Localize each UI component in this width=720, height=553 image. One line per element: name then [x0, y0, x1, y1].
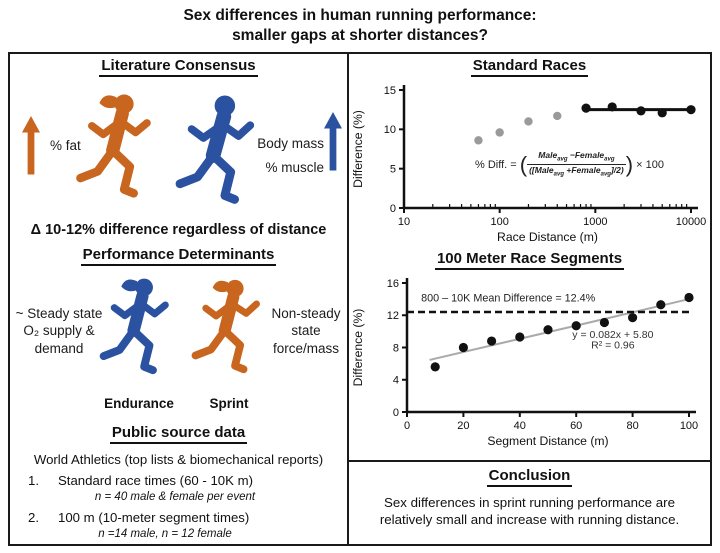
race-segments-chart: 0 4 8 12 16 0 20 40 60 80 100 800 – 10K Mean Differ… — [351, 278, 698, 448]
svg-text:4: 4 — [393, 375, 399, 387]
svg-text:80: 80 — [626, 420, 638, 432]
svg-text:Difference (%): Difference (%) — [351, 309, 365, 387]
muscle-label: % muscle — [265, 160, 324, 175]
conclusion-text: Sex differences in sprint running perfor… — [379, 495, 680, 528]
figure-title-line2: smaller gaps at shorter distances? — [232, 27, 488, 45]
source-item2: 100 m (10-meter segment times) — [58, 510, 250, 525]
svg-text:60: 60 — [570, 420, 582, 432]
sprint-physiology-note: Non-steady state force/mass — [271, 306, 341, 356]
female-runner-orange-icon — [76, 94, 151, 198]
source-item2-note: n =14 male, n = 12 female — [98, 528, 232, 540]
formula-fraction: Maleavg −Femaleavg ([Maleavg +Femaleavg]/… — [527, 150, 626, 179]
source-item1: Standard race times (60 - 10K m) — [58, 473, 253, 488]
source-item1-note: n = 40 male & female per event — [94, 491, 256, 503]
svg-text:10000: 10000 — [676, 216, 707, 228]
conclusion-heading: Conclusion — [349, 467, 710, 487]
sprint-label: Sprint — [209, 396, 249, 411]
race-segments-heading: 100 Meter Race Segments — [349, 250, 710, 270]
standard-races-heading: Standard Races — [349, 57, 710, 77]
svg-text:15: 15 — [384, 85, 396, 97]
svg-text:Difference (%): Difference (%) — [351, 110, 365, 188]
left-panel: Literature Consensus % fat Body mass % m… — [8, 52, 349, 546]
svg-text:5: 5 — [390, 163, 396, 175]
svg-text:12: 12 — [387, 310, 399, 322]
male-runner-blue-icon — [175, 95, 255, 204]
source-intro: World Athletics (top lists & biomechanic… — [33, 452, 324, 467]
figure-title-line1: Sex differences in human running perform… — [183, 7, 537, 24]
conclusion-panel: Conclusion Sex differences in sprint run… — [347, 460, 712, 546]
public-source-data-heading: Public source data — [10, 424, 347, 444]
endurance-runner-blue-icon — [99, 278, 169, 375]
svg-text:R² = 0.96: R² = 0.96 — [591, 339, 635, 351]
percent-diff-formula: % Diff. = (Maleavg −Femaleavg ([Maleavg +… — [475, 150, 664, 179]
svg-text:Segment Distance (m): Segment Distance (m) — [487, 434, 608, 448]
fat-increase-arrow-icon — [22, 116, 40, 175]
endurance-label: Endurance — [104, 396, 174, 411]
source-item2-number: 2. — [28, 510, 39, 525]
body-mass-label: Body mass — [257, 136, 324, 151]
svg-text:y = 0.082x + 5.80: y = 0.082x + 5.80 — [572, 329, 653, 341]
svg-text:800 – 10K Mean Difference = 12: 800 – 10K Mean Difference = 12.4% — [421, 293, 596, 305]
delta-difference-note: Δ 10-12% difference regardless of distan… — [30, 222, 327, 238]
svg-text:40: 40 — [514, 420, 526, 432]
svg-text:100: 100 — [490, 216, 508, 228]
endurance-physiology-note: ~ Steady state O₂ supply & demand — [15, 306, 103, 356]
svg-text:0: 0 — [393, 407, 399, 419]
svg-text:20: 20 — [457, 420, 469, 432]
svg-text:16: 16 — [387, 278, 399, 290]
literature-consensus-heading: Literature Consensus — [10, 57, 347, 77]
svg-text:1000: 1000 — [583, 216, 607, 228]
charts-panel: Standard Races 0 5 10 15 10 100 1000 10000 Race … — [347, 52, 712, 462]
svg-text:0: 0 — [390, 203, 396, 215]
muscle-increase-arrow-icon — [324, 112, 342, 171]
svg-text:Race Distance (m): Race Distance (m) — [497, 230, 598, 244]
source-item1-number: 1. — [28, 473, 39, 488]
fat-label: % fat — [50, 138, 81, 153]
svg-text:8: 8 — [393, 342, 399, 354]
standard-races-chart: 0 5 10 15 10 100 1000 10000 Race Distance (m) Dif… — [351, 85, 707, 244]
figure-title: Sex differences in human running perform… — [0, 6, 720, 46]
svg-text:0: 0 — [404, 420, 410, 432]
performance-determinants-heading: Performance Determinants — [10, 246, 347, 266]
svg-text:100: 100 — [680, 420, 698, 432]
svg-text:10: 10 — [398, 216, 410, 228]
sprint-runner-orange-icon — [191, 279, 260, 374]
svg-text:10: 10 — [384, 124, 396, 136]
